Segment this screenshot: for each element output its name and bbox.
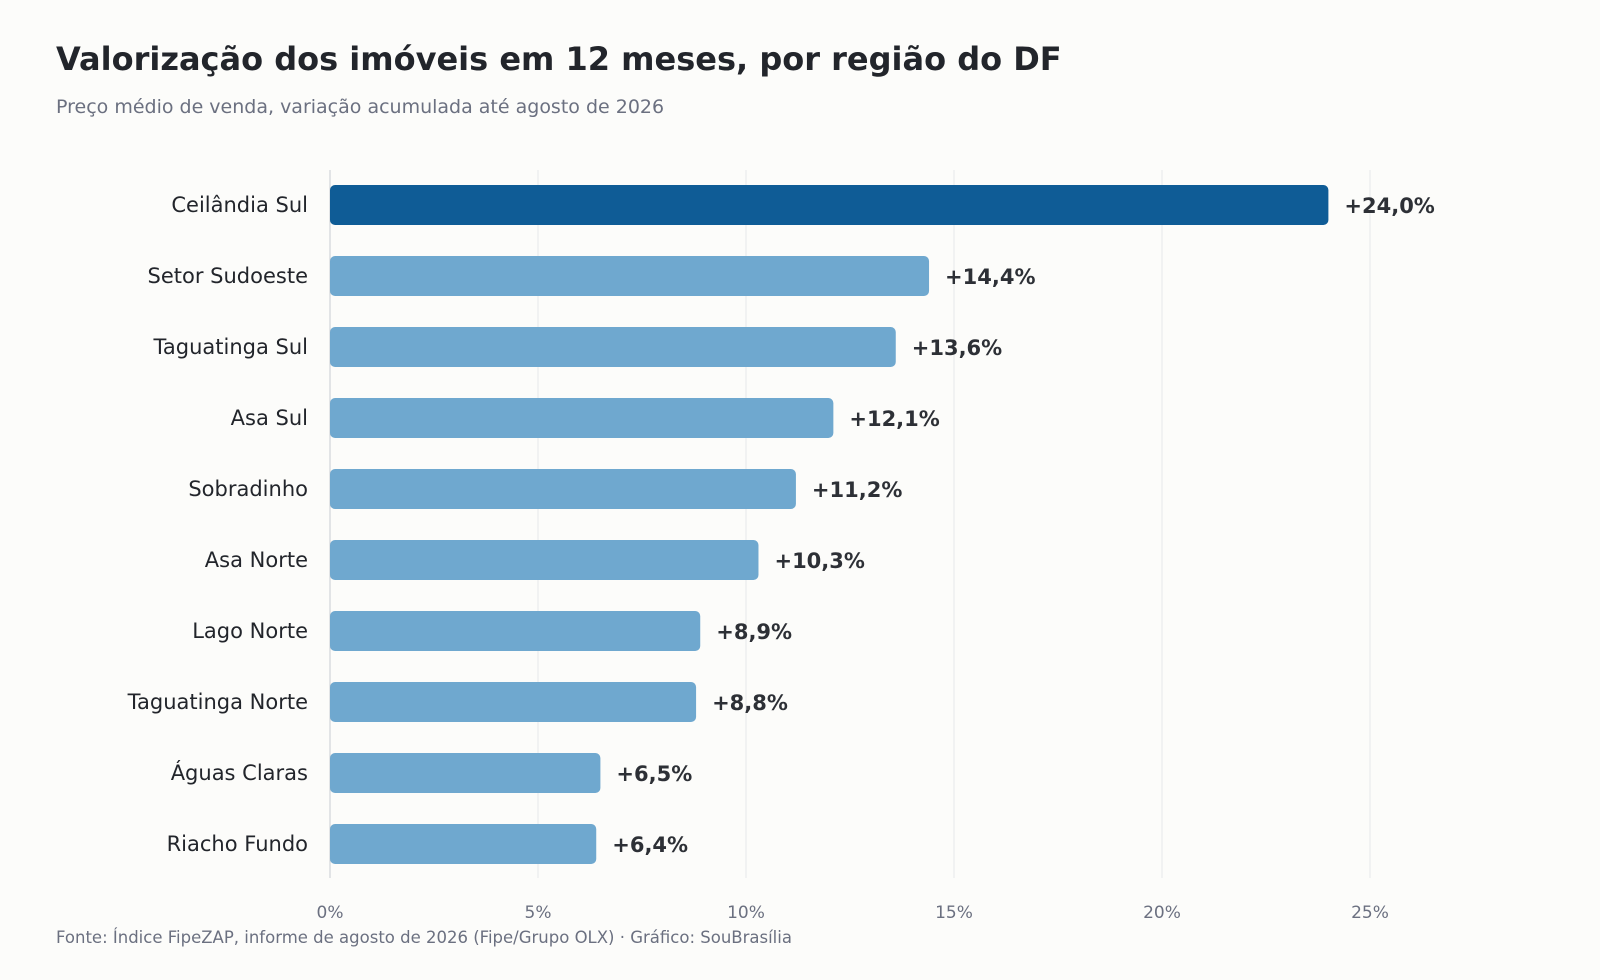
value-label: +8,9% — [716, 620, 792, 644]
x-tick-label: 10% — [727, 903, 765, 923]
value-label: +6,5% — [616, 762, 692, 786]
value-label: +12,1% — [849, 407, 939, 431]
bar — [330, 469, 796, 509]
bar — [330, 753, 601, 793]
category-label: Taguatinga Sul — [153, 335, 308, 359]
x-tick-label: 5% — [525, 903, 552, 923]
category-label: Riacho Fundo — [167, 832, 308, 856]
category-label: Lago Norte — [192, 619, 308, 643]
category-label: Taguatinga Norte — [127, 690, 308, 714]
chart-subtitle: Preço médio de venda, variação acumulada… — [56, 96, 665, 118]
value-label: +10,3% — [774, 549, 864, 573]
category-label: Asa Norte — [205, 548, 308, 572]
value-label: +14,4% — [945, 265, 1035, 289]
category-labels: Ceilândia Sul Setor Sudoeste Taguatinga Su… — [127, 193, 308, 856]
category-label: Asa Sul — [231, 406, 308, 430]
bar — [330, 327, 896, 367]
bar — [330, 611, 701, 651]
bars — [330, 185, 1329, 864]
x-tick-label: 20% — [1143, 903, 1181, 923]
value-labels: +24,0% +14,4% +13,6% +12,1% +11,2% +10,3% +8,9… — [612, 194, 1435, 857]
value-label: +24,0% — [1344, 194, 1434, 218]
value-label: +8,8% — [712, 691, 788, 715]
chart-title: Valorização dos imóveis em 12 meses, por… — [56, 40, 1062, 78]
value-label: +11,2% — [812, 478, 902, 502]
category-label: Setor Sudoeste — [148, 264, 308, 288]
category-label: Águas Claras — [171, 760, 308, 785]
bar — [330, 185, 1329, 225]
bar — [330, 540, 759, 580]
bar — [330, 256, 930, 296]
x-tick-label: 15% — [935, 903, 973, 923]
x-tick-label: 0% — [317, 903, 344, 923]
bar — [330, 824, 597, 864]
bar — [330, 398, 834, 438]
value-label: +6,4% — [612, 833, 688, 857]
category-label: Ceilândia Sul — [171, 193, 308, 217]
x-tick-label: 25% — [1351, 903, 1389, 923]
value-label: +13,6% — [912, 336, 1002, 360]
source-note: Fonte: Índice FipeZAP, informe de agosto… — [56, 928, 792, 947]
x-axis-ticks: 0% 5% 10% 15% 20% 25% — [317, 903, 1389, 923]
category-label: Sobradinho — [188, 477, 308, 501]
bar — [330, 682, 697, 722]
